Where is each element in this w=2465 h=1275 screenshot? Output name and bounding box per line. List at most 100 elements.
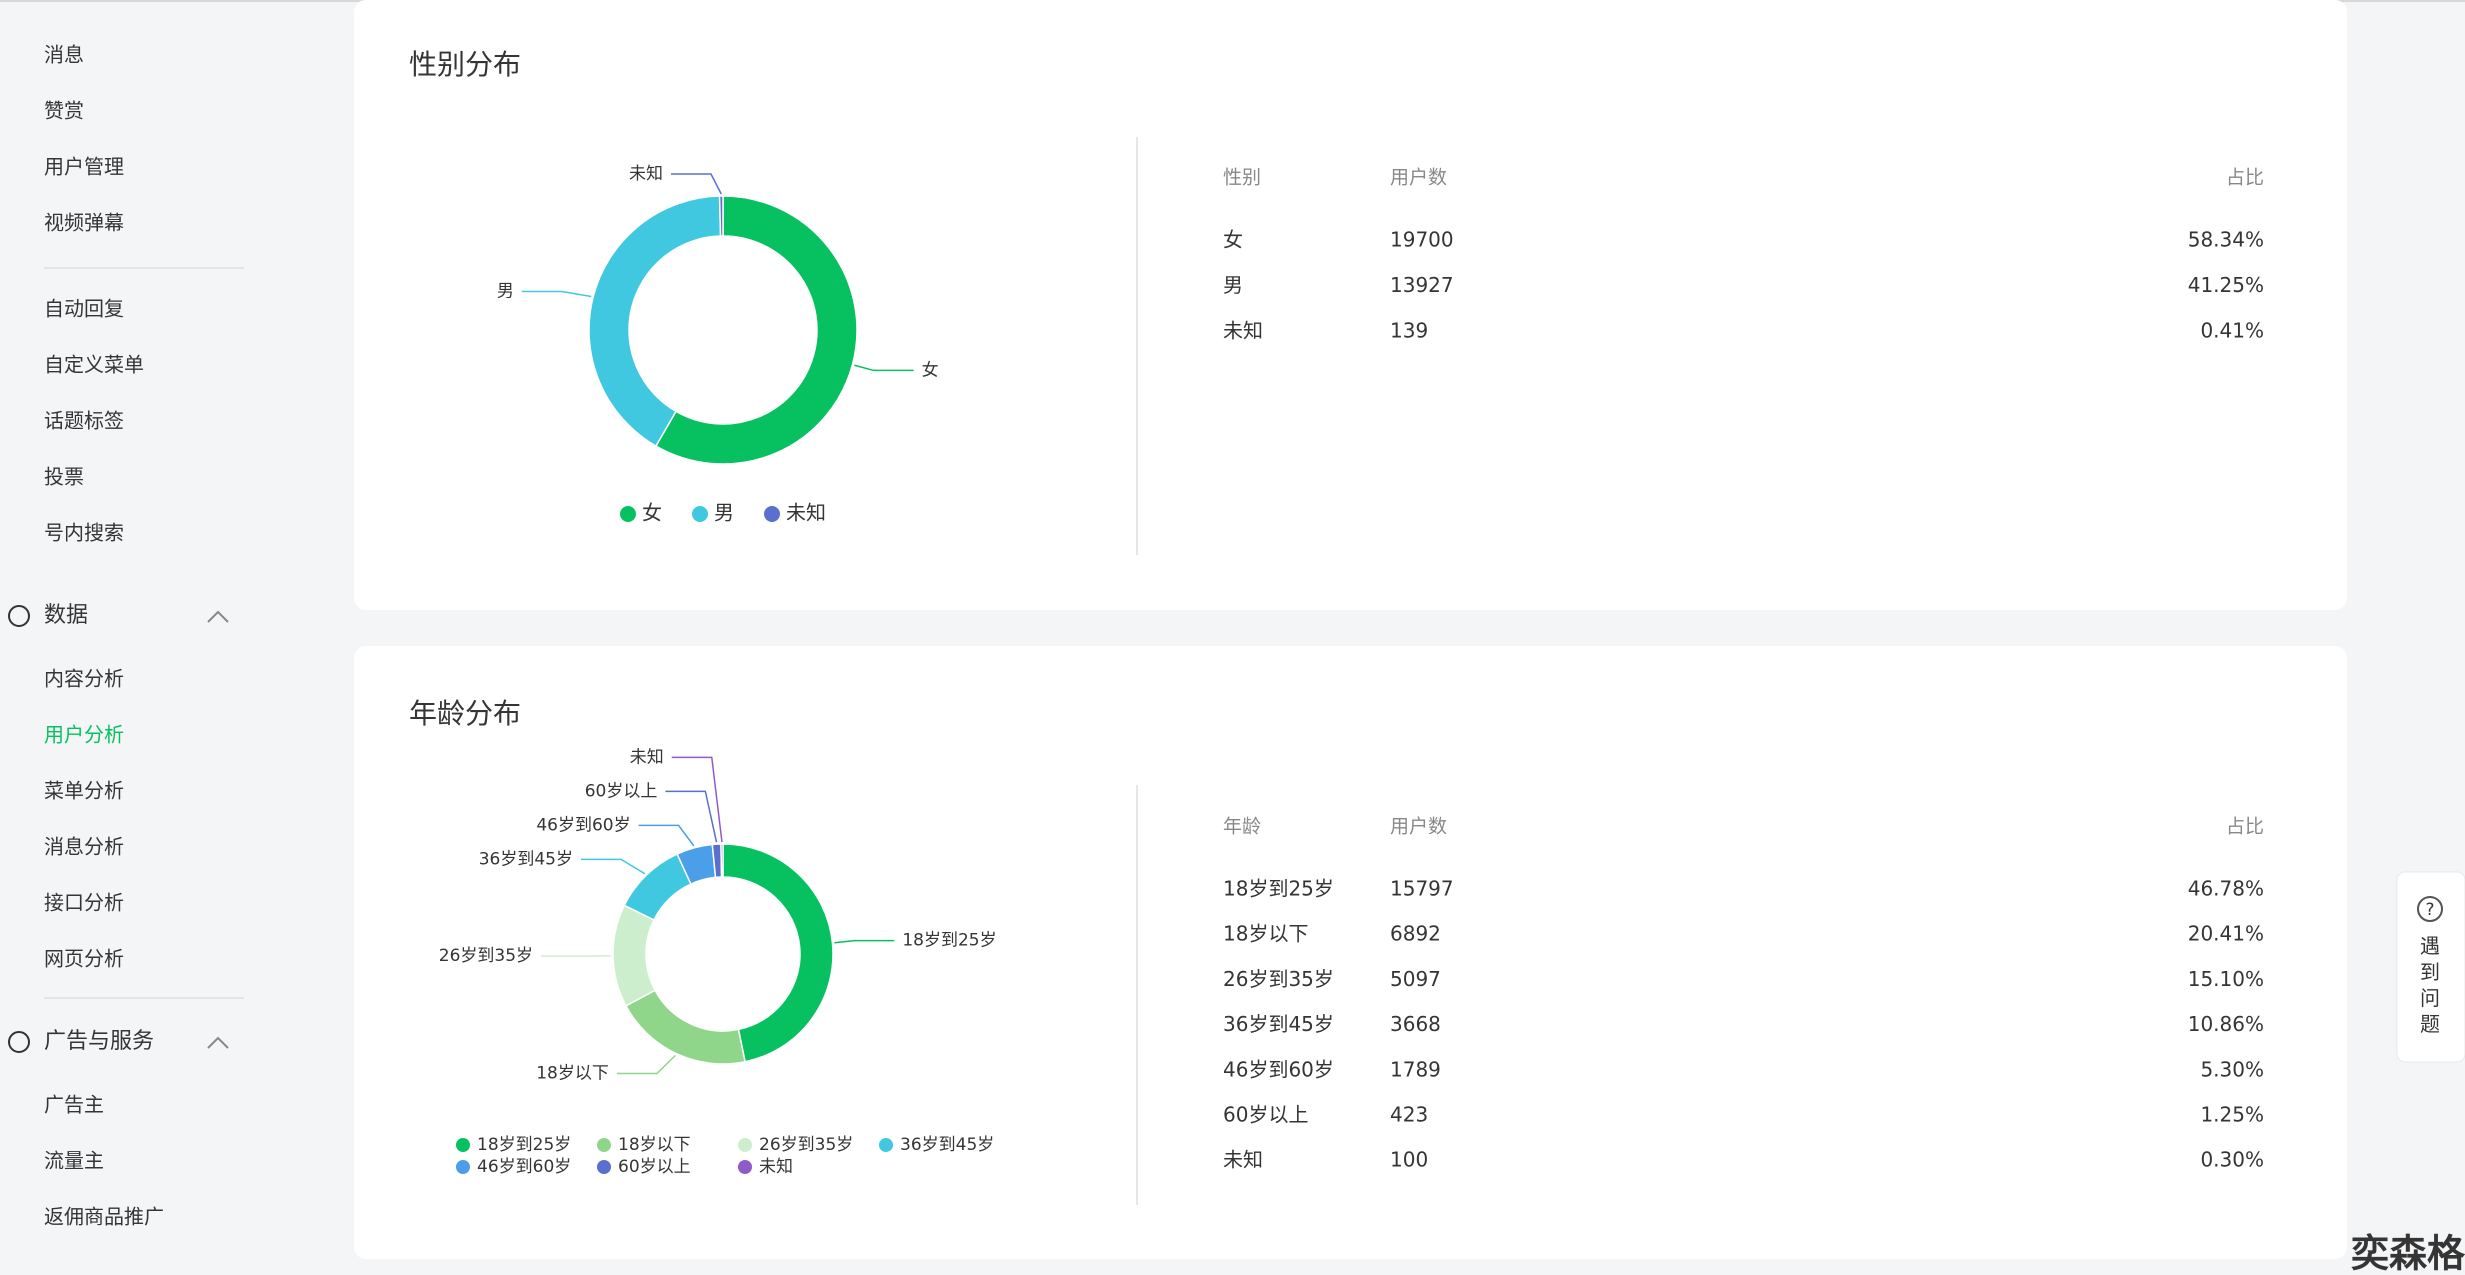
legend-label[interactable]: 未知	[759, 1157, 793, 1177]
slice-label: 女	[922, 360, 939, 380]
legend-label[interactable]: 26岁到35岁	[759, 1135, 853, 1155]
row-label: 60岁以上	[1223, 1103, 1308, 1127]
menu-item[interactable]: 接口分析	[44, 891, 124, 915]
legend-label[interactable]: 18岁到25岁	[477, 1135, 571, 1155]
row-share: 0.41%	[2200, 319, 2264, 343]
card-title: 年龄分布	[409, 697, 521, 730]
legend-swatch[interactable]	[879, 1138, 893, 1152]
table-header: 占比	[2226, 167, 2264, 189]
legend-swatch[interactable]	[738, 1138, 752, 1152]
donut-slice	[718, 195, 724, 237]
row-share: 1.25%	[2200, 1103, 2264, 1127]
table-header: 用户数	[1390, 816, 1447, 838]
menu-item[interactable]: 赞赏	[44, 99, 84, 123]
legend-label[interactable]: 60岁以上	[618, 1157, 691, 1177]
help-icon[interactable]	[2417, 896, 2443, 922]
table-header: 性别	[1223, 167, 1261, 189]
legend-label[interactable]: 36岁到45岁	[900, 1135, 994, 1155]
slice-label: 18岁到25岁	[902, 931, 996, 951]
menu-item[interactable]: 菜单分析	[44, 779, 124, 803]
row-share: 0.30%	[2200, 1148, 2264, 1172]
row-users: 5097	[1390, 967, 1441, 991]
donut-slice	[588, 195, 722, 448]
legend-swatch[interactable]	[692, 506, 708, 522]
section-heading[interactable]: 广告与服务	[44, 1029, 154, 1054]
legend-swatch[interactable]	[456, 1138, 470, 1152]
legend-label[interactable]: 男	[714, 501, 734, 525]
leader-line	[638, 824, 695, 847]
leader-line	[671, 756, 723, 843]
row-share: 20.41%	[2188, 922, 2264, 946]
leader-line	[521, 290, 592, 298]
collapse-arrow[interactable]	[207, 1036, 229, 1049]
leader-line	[834, 939, 895, 944]
menu-item[interactable]: 话题标签	[44, 409, 124, 433]
row-share: 46.78%	[2188, 877, 2264, 901]
legend-swatch[interactable]	[738, 1160, 752, 1174]
legend-label[interactable]: 未知	[786, 501, 826, 525]
help-widget[interactable]	[2396, 871, 2465, 1063]
menu-item[interactable]: 用户分析	[44, 723, 124, 747]
table-header: 年龄	[1223, 816, 1261, 838]
row-users: 13927	[1390, 273, 1454, 297]
row-label: 男	[1223, 273, 1243, 297]
row-label: 26岁到35岁	[1223, 967, 1334, 991]
table-header: 占比	[2226, 816, 2264, 838]
menu-item[interactable]: 用户管理	[44, 155, 124, 179]
slice-label: 18岁以下	[536, 1063, 609, 1083]
legend-swatch[interactable]	[764, 506, 780, 522]
menu-item[interactable]: 广告主	[44, 1093, 104, 1117]
menu-item[interactable]: 网页分析	[44, 947, 124, 971]
row-label: 18岁到25岁	[1223, 877, 1334, 901]
menu-item[interactable]: 自动回复	[44, 297, 124, 321]
donut-slice	[654, 195, 858, 465]
help-text[interactable]: 遇到问题	[2420, 934, 2440, 1036]
menu-item[interactable]: 返佣商品推广	[44, 1205, 164, 1229]
section-icon	[8, 605, 30, 627]
slice-label: 36岁到45岁	[479, 849, 573, 869]
menu-item[interactable]: 投票	[44, 465, 84, 489]
row-share: 5.30%	[2200, 1057, 2264, 1081]
menu-item[interactable]: 视频弹幕	[44, 211, 124, 235]
leader-line	[665, 790, 718, 843]
legend-swatch[interactable]	[597, 1138, 611, 1152]
card-title: 性别分布	[409, 48, 521, 81]
menu-item[interactable]: 内容分析	[44, 667, 124, 691]
menu-item[interactable]: 自定义菜单	[44, 353, 144, 377]
menu-item[interactable]: 消息	[44, 43, 84, 67]
slice-label: 46岁到60岁	[536, 815, 630, 835]
menu-item[interactable]: 流量主	[44, 1149, 104, 1173]
row-label: 36岁到45岁	[1223, 1012, 1334, 1036]
row-users: 6892	[1390, 922, 1441, 946]
donut-slice	[720, 843, 724, 878]
row-users: 423	[1390, 1103, 1428, 1127]
slice-label: 未知	[629, 164, 663, 184]
section-icon	[8, 1031, 30, 1053]
slice-label: 男	[497, 282, 514, 302]
menu-item[interactable]: 消息分析	[44, 835, 124, 859]
legend-swatch[interactable]	[597, 1160, 611, 1174]
row-users: 139	[1390, 319, 1428, 343]
legend-swatch[interactable]	[456, 1160, 470, 1174]
help-icon-glyph: ?	[2425, 900, 2434, 920]
row-label: 未知	[1223, 319, 1263, 343]
card	[354, 0, 2347, 610]
leader-line	[580, 858, 646, 875]
row-users: 19700	[1390, 228, 1454, 252]
row-users: 3668	[1390, 1012, 1441, 1036]
leader-line	[670, 173, 722, 195]
row-label: 女	[1223, 228, 1243, 252]
donut-slice	[722, 843, 834, 1063]
row-users: 100	[1390, 1148, 1428, 1172]
legend-label[interactable]: 46岁到60岁	[477, 1157, 571, 1177]
section-heading[interactable]: 数据	[44, 603, 88, 628]
legend-label[interactable]: 女	[642, 501, 662, 525]
leader-line	[854, 364, 914, 372]
menu-item[interactable]: 号内搜索	[44, 521, 124, 545]
legend-label[interactable]: 18岁以下	[618, 1135, 691, 1155]
card	[354, 646, 2347, 1259]
legend-swatch[interactable]	[620, 506, 636, 522]
collapse-arrow[interactable]	[207, 610, 229, 623]
